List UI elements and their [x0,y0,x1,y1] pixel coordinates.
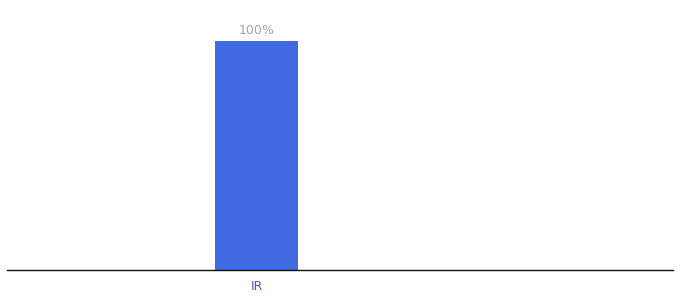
Text: 100%: 100% [239,24,275,37]
Bar [215,41,299,270]
